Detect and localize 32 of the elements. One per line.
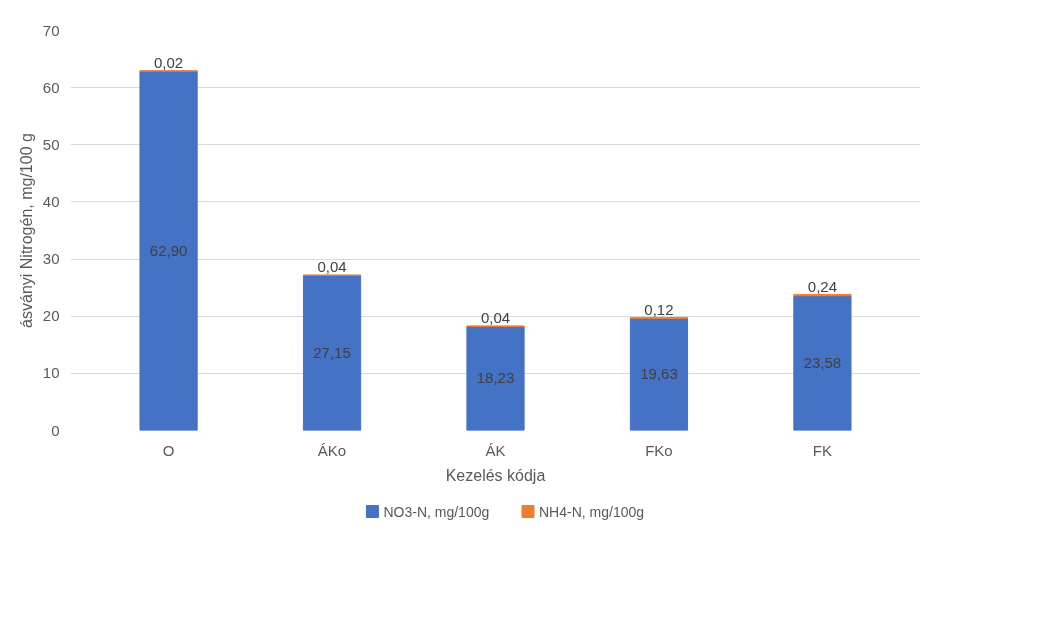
legend-label: NO3-N, mg/100g [383, 503, 490, 520]
data-label: 0,24 [807, 277, 838, 295]
bar [302, 274, 362, 431]
legend-label: NH4-N, mg/100g [538, 503, 645, 520]
x-tick-label: O [162, 441, 175, 459]
data-label: 0,02 [153, 54, 184, 72]
x-tick-label: FKo [645, 441, 673, 459]
bar [466, 325, 525, 431]
x-tick-label: FK [812, 441, 833, 459]
bar [629, 317, 689, 431]
bar [793, 295, 852, 431]
y-tick-label: 30 [42, 250, 60, 268]
y-tick-label: 50 [42, 135, 60, 153]
data-label: 18,23 [476, 369, 515, 387]
data-label: 0,12 [644, 300, 674, 318]
data-label: 19,63 [640, 365, 678, 383]
data-label: 23,58 [803, 354, 842, 372]
y-tick-label: 70 [42, 21, 60, 39]
x-tick-label: ÁK [485, 441, 506, 459]
data-label: 27,15 [313, 343, 351, 361]
y-tick-label: 0 [51, 421, 60, 439]
y-tick-label: 60 [42, 78, 60, 96]
y-tick-label: 40 [42, 192, 60, 210]
x-axis-title: Kezelés kódja [445, 466, 546, 484]
data-label: 0,04 [317, 258, 347, 276]
y-axis-title: ásványi Nitrogén, mg/100 g [17, 133, 35, 328]
x-tick-label: ÁKo [317, 441, 347, 459]
y-tick-label: 10 [42, 364, 60, 382]
data-label: 0,04 [480, 309, 511, 327]
y-tick-label: 20 [42, 307, 60, 325]
bar [139, 70, 198, 431]
data-label: 62,90 [149, 241, 188, 259]
